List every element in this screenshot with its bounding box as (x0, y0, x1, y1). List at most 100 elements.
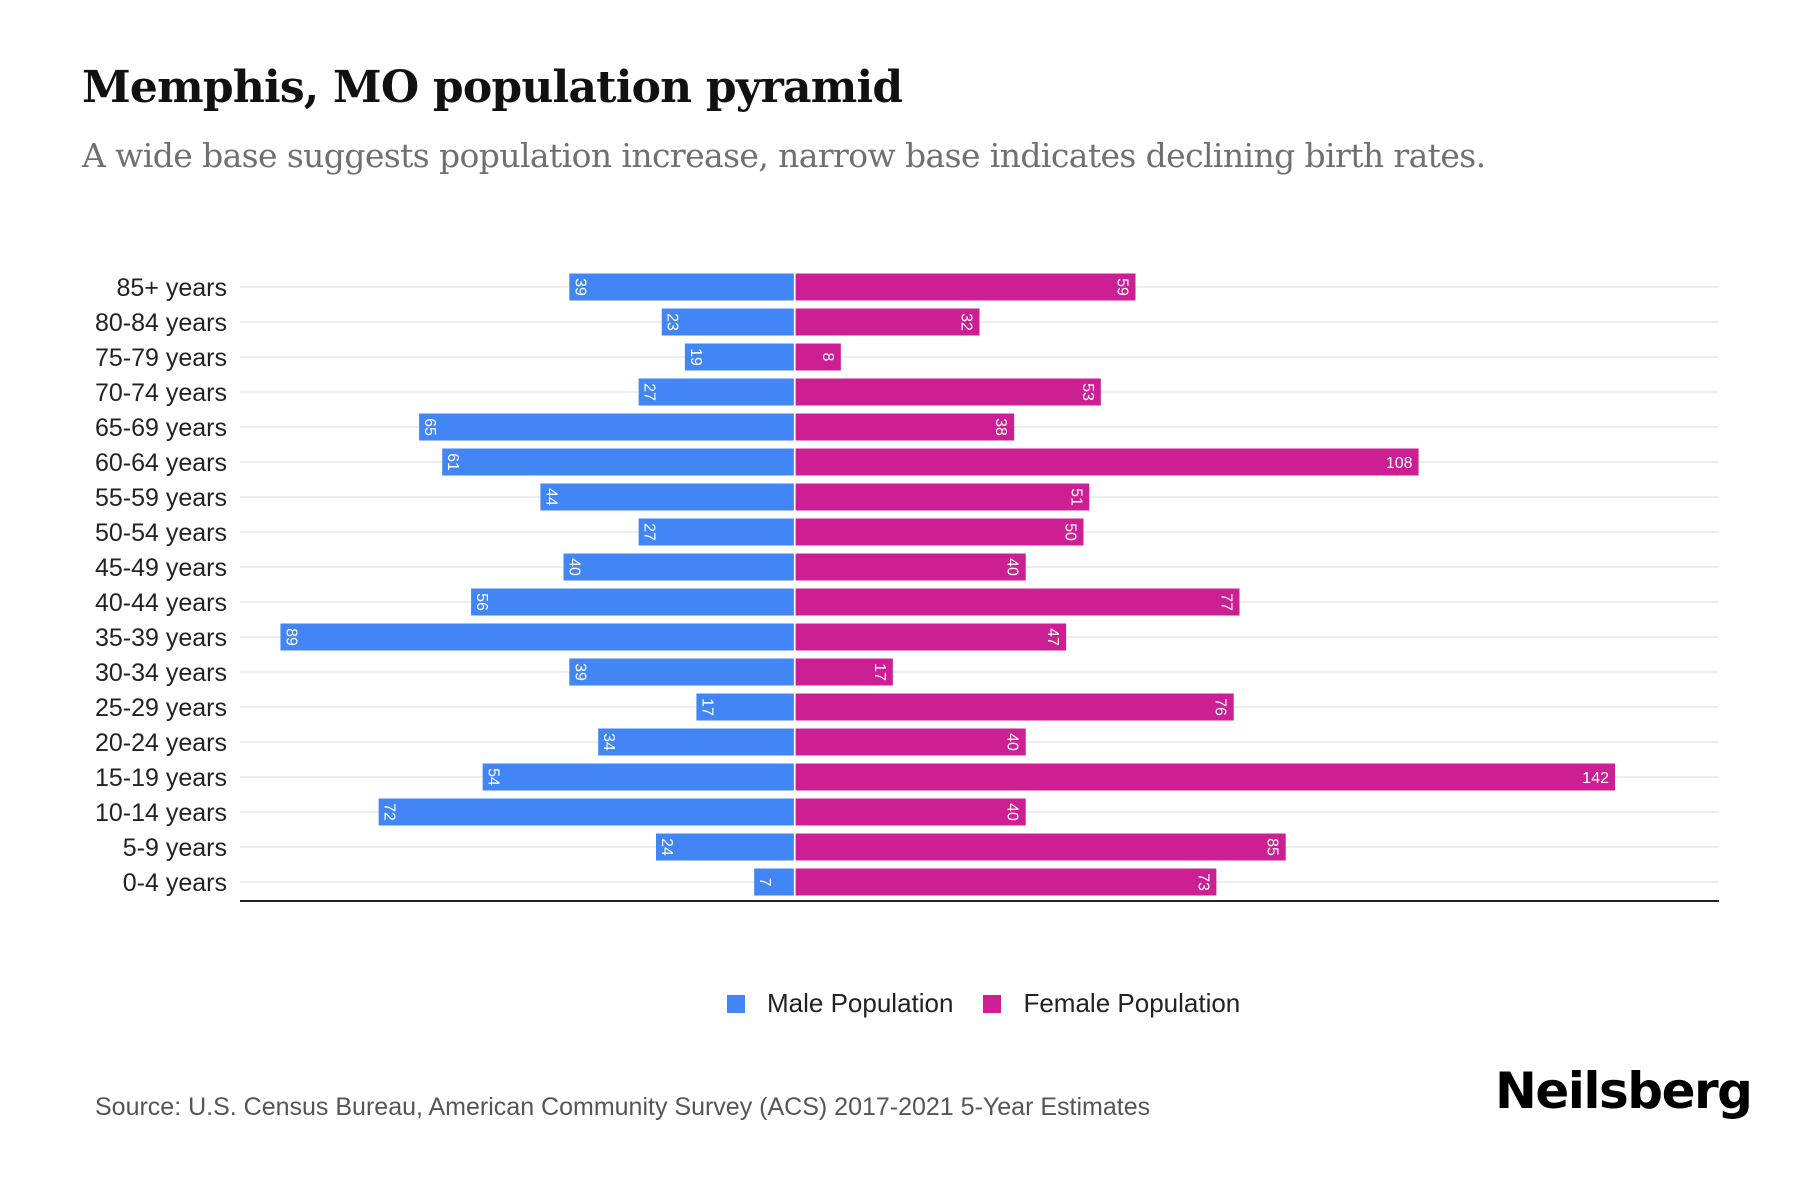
category-label: 30-34 years (95, 659, 227, 687)
male-bar[interactable] (684, 343, 795, 371)
female-value-label: 142 (1582, 770, 1609, 787)
male-value-label: 34 (600, 733, 617, 751)
population-pyramid-chart: 85+ years 80-84 years 75-79 years 70-74 yea… (95, 273, 1719, 902)
male-value-label: 24 (658, 838, 675, 856)
male-bar[interactable] (540, 483, 795, 511)
category-label: 0-4 years (123, 869, 227, 897)
female-bar[interactable] (795, 833, 1286, 861)
female-bar[interactable] (795, 623, 1067, 651)
source-note: Source: U.S. Census Bureau, American Com… (95, 1093, 1151, 1121)
female-bar[interactable] (795, 413, 1015, 441)
male-bar[interactable] (638, 378, 795, 406)
male-bar[interactable] (655, 833, 795, 861)
legend-item-female[interactable]: Female Population (983, 988, 1240, 1019)
category-label: 40-44 years (95, 589, 227, 617)
male-value-label: 7 (756, 878, 773, 887)
legend: Male Population Female Population (727, 988, 1270, 1019)
female-value-label: 59 (1113, 278, 1130, 296)
female-bar[interactable] (795, 273, 1136, 301)
male-value-label: 44 (542, 488, 559, 506)
male-bar[interactable] (754, 868, 795, 896)
category-label: 80-84 years (95, 309, 227, 337)
female-bar[interactable] (795, 658, 893, 686)
male-value-label: 56 (473, 593, 490, 611)
male-bar[interactable] (661, 308, 795, 336)
category-label: 50-54 years (95, 519, 227, 547)
category-label: 65-69 years (95, 414, 227, 442)
male-bar[interactable] (471, 588, 795, 616)
category-label: 85+ years (117, 274, 228, 302)
female-value-label: 108 (1386, 455, 1413, 472)
legend-label-female: Female Population (1023, 988, 1241, 1018)
female-bar[interactable] (795, 798, 1026, 826)
legend-swatch-male (727, 994, 745, 1013)
chart-title: Memphis, MO population pyramid (82, 62, 903, 113)
male-bar[interactable] (598, 728, 795, 756)
male-value-label: 72 (381, 803, 398, 821)
male-bar[interactable] (419, 413, 795, 441)
female-bar[interactable] (795, 343, 841, 371)
male-value-label: 89 (282, 628, 299, 646)
female-bar[interactable] (795, 693, 1234, 721)
female-bar[interactable] (795, 588, 1240, 616)
category-label: 70-74 years (95, 379, 227, 407)
female-value-label: 40 (1004, 558, 1021, 576)
female-bar[interactable] (795, 483, 1090, 511)
female-value-label: 32 (958, 313, 975, 331)
category-label: 55-59 years (95, 484, 227, 512)
male-bar[interactable] (378, 798, 795, 826)
male-value-label: 39 (571, 663, 588, 681)
category-label: 5-9 years (123, 834, 227, 862)
female-bar[interactable] (795, 553, 1026, 581)
category-label: 60-64 years (95, 449, 227, 477)
category-label: 20-24 years (95, 729, 227, 757)
female-bar[interactable] (795, 378, 1101, 406)
female-bar[interactable] (795, 763, 1616, 791)
male-bar[interactable] (638, 518, 795, 546)
legend-label-male: Male Population (767, 988, 954, 1018)
male-bar[interactable] (563, 553, 795, 581)
male-value-label: 23 (664, 313, 681, 331)
female-value-label: 40 (1004, 803, 1021, 821)
male-value-label: 27 (641, 383, 658, 401)
female-value-label: 51 (1067, 488, 1084, 506)
male-bar[interactable] (696, 693, 795, 721)
male-value-label: 40 (566, 558, 583, 576)
male-value-label: 54 (485, 768, 502, 786)
female-value-label: 40 (1004, 733, 1021, 751)
male-bar[interactable] (280, 623, 795, 651)
female-value-label: 85 (1264, 838, 1281, 856)
category-label: 75-79 years (95, 344, 227, 372)
male-bar[interactable] (482, 763, 795, 791)
female-bar[interactable] (795, 518, 1084, 546)
male-value-label: 17 (698, 698, 715, 716)
male-value-label: 65 (421, 418, 438, 436)
legend-swatch-female (983, 994, 1002, 1013)
female-value-label: 8 (819, 353, 836, 362)
category-label: 45-49 years (95, 554, 227, 582)
male-bar[interactable] (569, 273, 795, 301)
category-label: 35-39 years (95, 624, 227, 652)
male-bar[interactable] (442, 448, 795, 476)
female-value-label: 50 (1061, 523, 1078, 541)
female-value-label: 76 (1212, 698, 1229, 716)
chart-subtitle: A wide base suggests population increase… (82, 136, 1486, 175)
female-value-label: 77 (1217, 593, 1234, 611)
female-value-label: 53 (1079, 383, 1096, 401)
male-bar[interactable] (569, 658, 795, 686)
female-bar[interactable] (795, 308, 980, 336)
female-bar[interactable] (795, 728, 1026, 756)
female-value-label: 73 (1194, 873, 1211, 891)
category-label: 15-19 years (95, 764, 227, 792)
male-value-label: 27 (641, 523, 658, 541)
male-value-label: 61 (444, 453, 461, 471)
male-value-label: 19 (687, 348, 704, 366)
female-value-label: 47 (1044, 628, 1061, 646)
legend-item-male[interactable]: Male Population (727, 988, 953, 1019)
brand-logo: Neilsberg (1495, 1062, 1753, 1120)
female-bar[interactable] (795, 448, 1419, 476)
female-bar[interactable] (795, 868, 1217, 896)
female-value-label: 38 (992, 418, 1009, 436)
male-value-label: 39 (571, 278, 588, 296)
category-label: 10-14 years (95, 799, 227, 827)
